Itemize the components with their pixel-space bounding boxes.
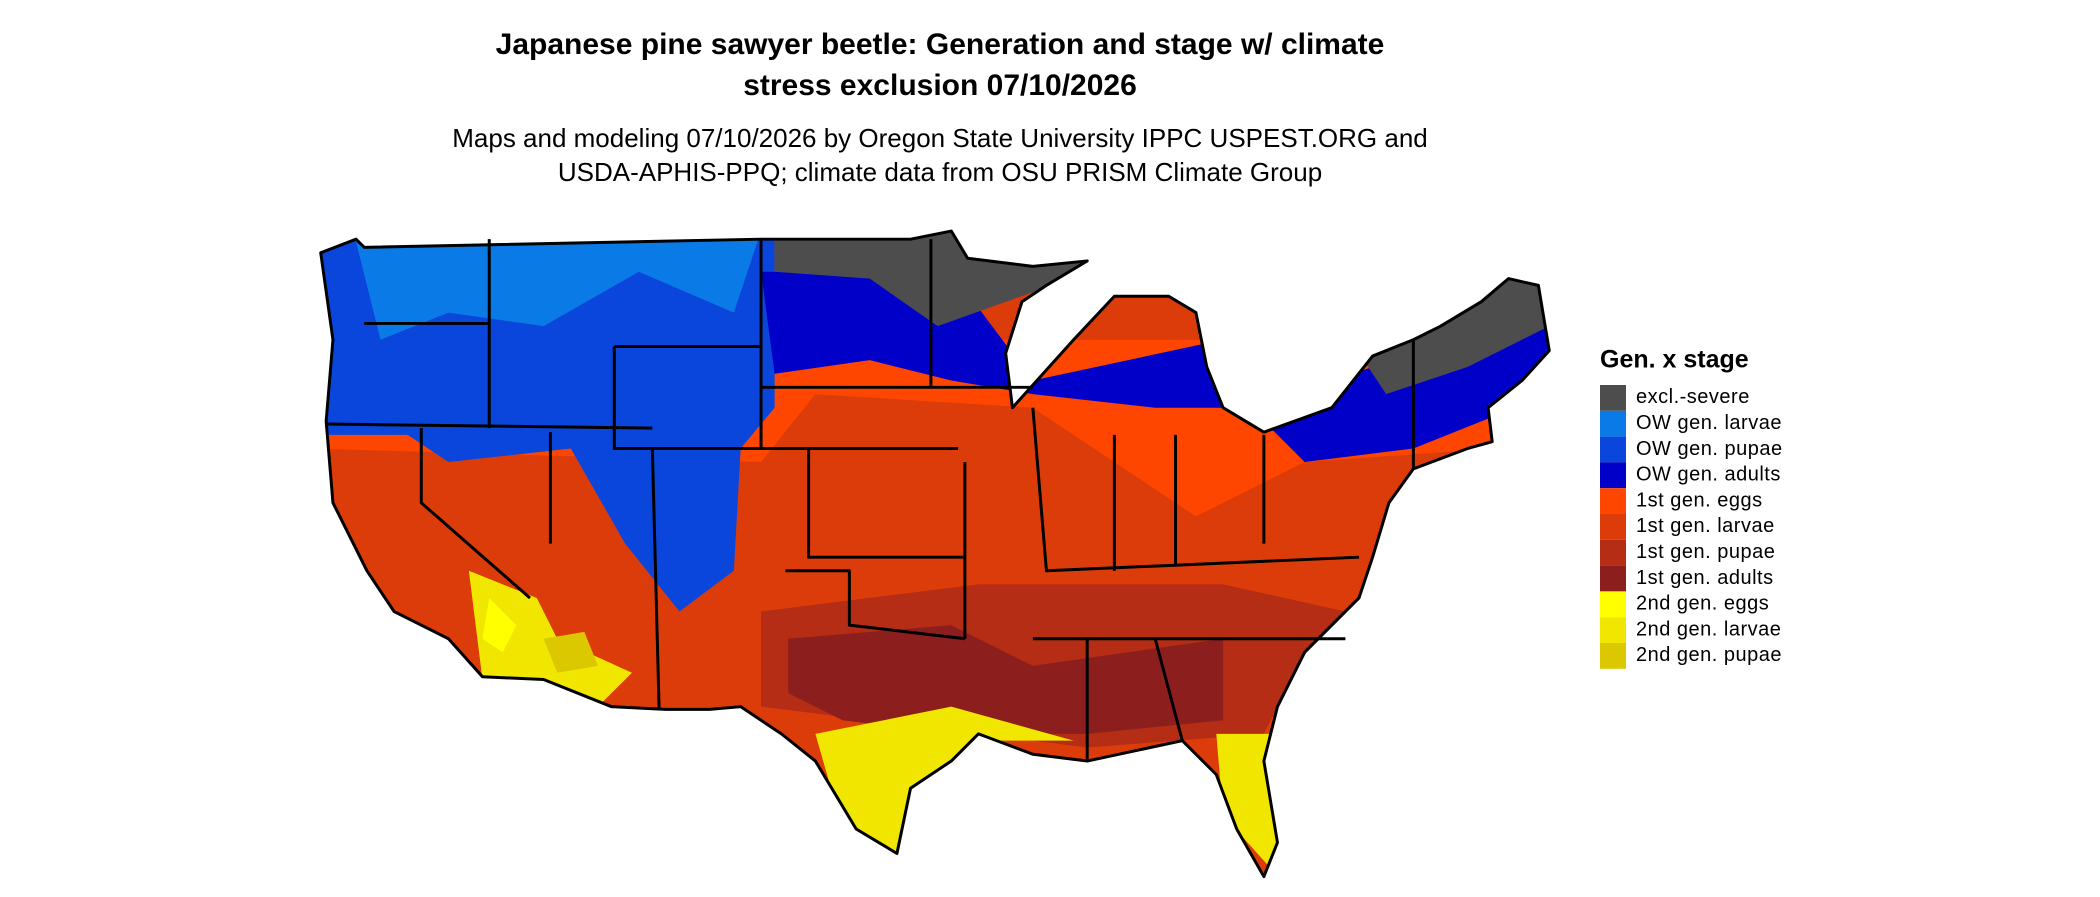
legend-label: OW gen. adults <box>1636 464 1781 486</box>
state-borders <box>326 239 1415 762</box>
legend-swatch <box>1600 539 1626 566</box>
legend-label: 1st gen. eggs <box>1636 489 1763 511</box>
legend-swatch <box>1600 410 1626 437</box>
legend-swatch <box>1600 617 1626 643</box>
legend-label: OW gen. larvae <box>1636 412 1782 434</box>
legend-label: 1st gen. pupae <box>1636 541 1775 563</box>
legend-label: 1st gen. larvae <box>1636 515 1775 537</box>
map-title: Japanese pine sawyer beetle: Generation … <box>496 28 1385 61</box>
map-region <box>1216 733 1285 877</box>
map-subtitle: Maps and modeling 07/10/2026 by Oregon S… <box>452 123 1428 153</box>
legend-label: 1st gen. adults <box>1636 567 1774 589</box>
legend-label: excl.-severe <box>1636 386 1750 408</box>
legend-swatch <box>1600 591 1626 618</box>
map-region <box>815 706 1074 857</box>
map-region <box>788 625 1224 734</box>
legend-swatch <box>1600 436 1626 463</box>
map-subtitle: USDA-APHIS-PPQ; climate data from OSU PR… <box>558 157 1322 187</box>
map <box>319 229 1551 879</box>
legend-swatch <box>1600 385 1626 411</box>
legend-swatch <box>1600 643 1626 669</box>
legend-label: 2nd gen. pupae <box>1636 644 1782 666</box>
legend-title: Gen. x stage <box>1600 346 1749 374</box>
map-region <box>1358 271 1550 395</box>
map-title: stress exclusion 07/10/2026 <box>743 69 1137 102</box>
map-region <box>543 631 598 673</box>
map-region <box>353 231 762 340</box>
legend: excl.-severe OW gen. larvae OW gen. pupae O… <box>1600 385 1783 669</box>
legend-swatch <box>1600 488 1626 514</box>
legend-swatch <box>1600 514 1626 540</box>
legend-label: 2nd gen. larvae <box>1636 618 1781 640</box>
map-region <box>761 271 1224 408</box>
legend-label: OW gen. pupae <box>1636 438 1783 460</box>
legend-swatch <box>1600 462 1626 489</box>
legend-swatch <box>1600 565 1626 592</box>
legend-label: 2nd gen. eggs <box>1636 593 1769 615</box>
map-region <box>482 597 517 653</box>
